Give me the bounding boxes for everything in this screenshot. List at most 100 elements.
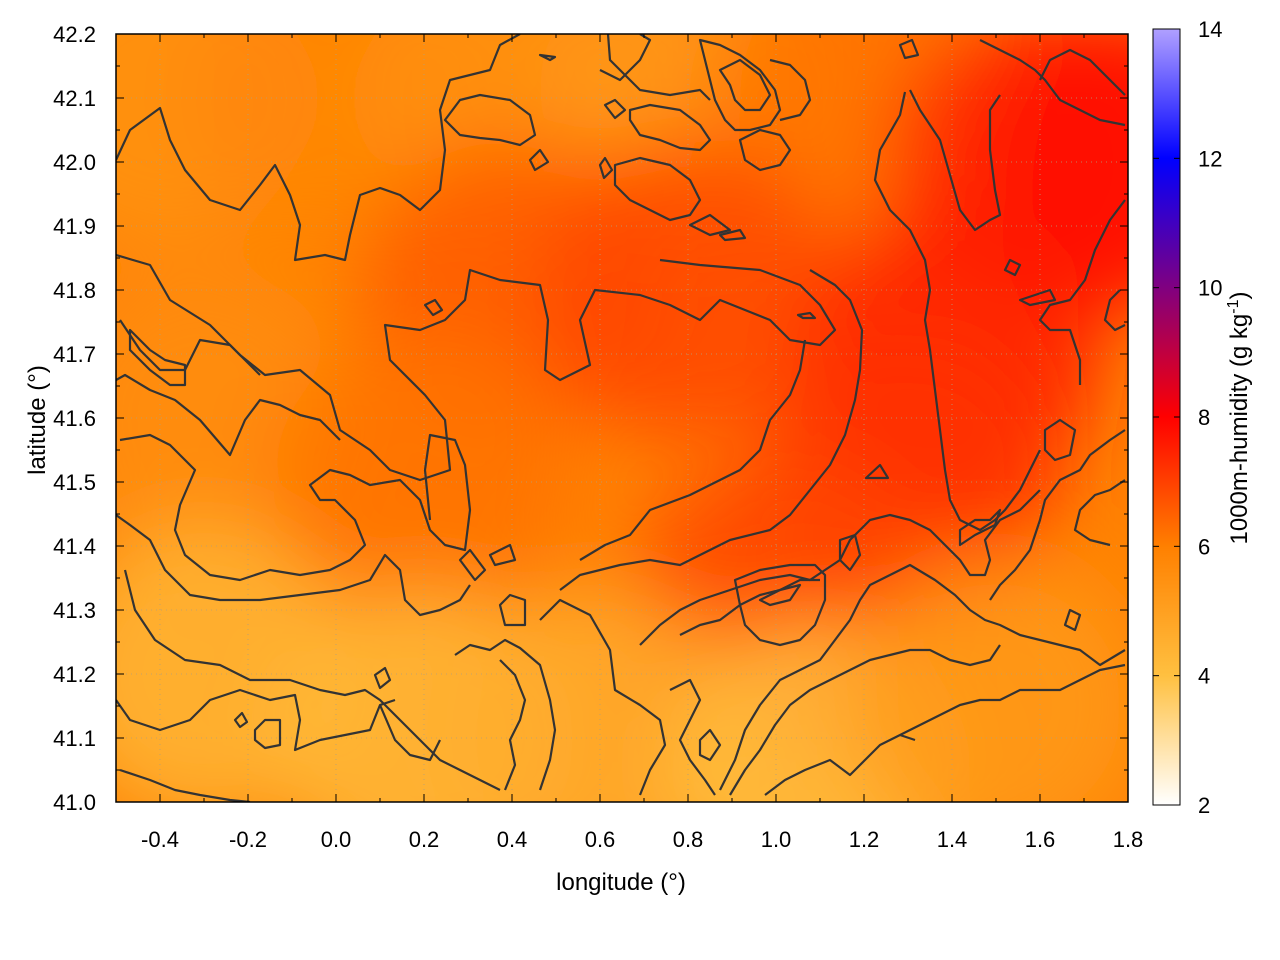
colorbar-tick-label: 6 <box>1198 534 1210 559</box>
contour-line <box>488 543 517 567</box>
y-tick-label: 41.2 <box>53 662 96 687</box>
x-tick-label: 0.0 <box>321 827 352 852</box>
y-axis-label: latitude (°) <box>24 365 51 475</box>
y-tick-label: 41.5 <box>53 470 96 495</box>
contour-line <box>599 34 652 82</box>
contour-line <box>698 38 782 132</box>
contour-line <box>119 433 472 582</box>
contour-line <box>233 711 249 729</box>
colorbar-tick-label: 2 <box>1198 793 1210 818</box>
contour-line <box>679 578 820 636</box>
contour-line <box>528 148 550 172</box>
contour-lines <box>116 34 1126 802</box>
colorbar-tick-label: 8 <box>1198 405 1210 430</box>
contour-line <box>769 58 812 122</box>
humidity-field <box>116 34 1128 802</box>
colorbar-label-exponent: -1 <box>1225 299 1242 313</box>
contour-line <box>128 328 187 387</box>
contour-line <box>116 34 521 262</box>
colorbar-ticks: 2 4 6 8 10 12 14 <box>1153 17 1222 818</box>
x-axis-ticks: -0.4 -0.2 0.0 0.2 0.4 0.6 0.8 1.0 1.2 1.4 1.6 1.8 <box>115 34 1144 852</box>
contour-line <box>639 489 1041 646</box>
contour-line <box>738 128 792 172</box>
x-tick-label: 1.2 <box>849 827 880 852</box>
contour-line <box>899 733 916 742</box>
contour-line <box>688 213 732 237</box>
contour-line <box>1103 289 1126 332</box>
contour-line <box>539 598 667 796</box>
contour-line <box>373 666 392 690</box>
humidity-sample <box>274 332 574 632</box>
contour-line <box>909 89 1002 232</box>
grid-lines <box>116 34 1128 802</box>
x-tick-label: 1.8 <box>1113 827 1144 852</box>
contour-line <box>119 768 251 802</box>
contour-line <box>613 156 702 222</box>
contour-line <box>729 644 1001 796</box>
colorbar-tick-label: 10 <box>1198 276 1222 301</box>
contour-line <box>764 663 1126 796</box>
y-tick-label: 41.6 <box>53 406 96 431</box>
contour-line <box>116 373 341 457</box>
contour-line <box>1018 288 1057 307</box>
y-tick-label: 41.4 <box>53 534 96 559</box>
contour-line <box>603 98 627 120</box>
y-tick-label: 41.8 <box>53 278 96 303</box>
colorbar-tick-label: 4 <box>1198 664 1210 689</box>
contour-line <box>1073 479 1126 547</box>
y-tick-label: 41.0 <box>53 790 96 815</box>
contour-line <box>979 39 1126 127</box>
contour-line <box>1038 199 1126 385</box>
y-tick-label: 41.1 <box>53 726 96 751</box>
contour-line <box>628 103 712 152</box>
colorbar-tick-label: 14 <box>1198 17 1222 42</box>
contour-line <box>559 269 864 591</box>
contour-line <box>719 563 1126 791</box>
y-tick-label: 41.7 <box>53 342 96 367</box>
contour-line <box>669 678 716 796</box>
y-axis-ticks: 41.0 41.1 41.2 41.3 41.4 41.5 41.6 41.7 41.8 41.9… <box>53 22 1128 815</box>
x-tick-label: -0.4 <box>141 827 179 852</box>
contour-line <box>598 156 614 180</box>
contour-line <box>1003 258 1022 277</box>
contour-line <box>378 704 441 762</box>
x-tick-label: 1.4 <box>937 827 968 852</box>
y-tick-label: 42.1 <box>53 86 96 111</box>
contour-line <box>796 311 817 320</box>
contour-line <box>733 563 827 647</box>
y-tick-label: 42.0 <box>53 150 96 175</box>
contour-line <box>116 253 837 482</box>
contour-line <box>423 298 444 317</box>
contour-line <box>498 593 527 627</box>
contour-line <box>606 34 711 101</box>
x-tick-label: 1.6 <box>1025 827 1056 852</box>
x-tick-label: 0.4 <box>497 827 528 852</box>
contour-line <box>864 463 890 480</box>
x-tick-label: 1.0 <box>761 827 792 852</box>
x-axis-label: longitude (°) <box>556 869 686 896</box>
contour-line <box>718 58 772 112</box>
x-tick-label: 0.2 <box>409 827 440 852</box>
contour-line <box>579 339 807 561</box>
contour-line <box>1039 48 1126 96</box>
colorbar-tick-label: 12 <box>1198 146 1222 171</box>
contour-line <box>116 688 396 752</box>
contour-line <box>1063 608 1082 632</box>
colorbar-label: 1000m-humidity (g kg-1) <box>1225 292 1253 545</box>
contour-line <box>443 93 537 147</box>
contour-line <box>123 569 501 791</box>
contour-line <box>538 53 557 62</box>
y-tick-label: 41.3 <box>53 598 96 623</box>
contour-line <box>458 548 487 582</box>
contour-line <box>958 508 1002 547</box>
plot-area <box>116 34 1128 802</box>
x-tick-label: -0.2 <box>229 827 267 852</box>
contour-line <box>718 228 747 242</box>
contour-line <box>838 533 862 572</box>
humidity-sample <box>846 556 1128 802</box>
contour-line <box>253 718 282 750</box>
contour-line <box>873 91 1041 532</box>
contour-line <box>454 638 557 791</box>
y-tick-label: 42.2 <box>53 22 96 47</box>
